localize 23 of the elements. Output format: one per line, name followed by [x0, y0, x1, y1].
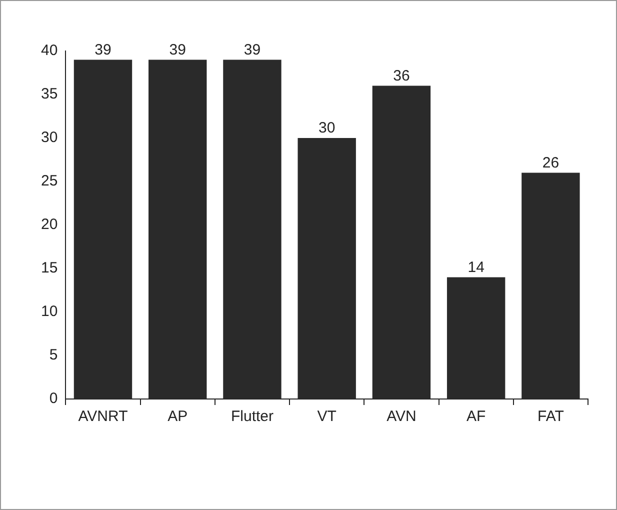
y-tick-label: 0 [49, 390, 58, 408]
y-tick-label: 30 [40, 129, 58, 146]
y-tick-label: 25 [40, 172, 58, 190]
data-label: 14 [468, 258, 484, 276]
x-tick-label: FAT [537, 408, 564, 426]
y-tick-label: 35 [40, 86, 58, 103]
y-tick-label: 40 [40, 42, 58, 60]
y-tick-label: 15 [40, 260, 58, 277]
x-tick-label: AVN [386, 408, 416, 426]
x-tick-label: AVNRT [78, 408, 128, 426]
x-tick-label: VT [317, 408, 336, 426]
y-tick-label: 10 [40, 303, 58, 320]
x-tick-label: AP [168, 408, 188, 426]
data-label: 26 [542, 154, 560, 172]
data-label: 30 [318, 120, 336, 137]
data-label: 36 [393, 67, 410, 84]
x-tick-label: AF [466, 408, 486, 426]
y-tick-label: 20 [40, 216, 58, 234]
y-tick-label: 5 [49, 346, 58, 364]
data-label: 39 [94, 41, 112, 58]
data-label: 39 [244, 41, 261, 58]
data-label: 39 [169, 41, 186, 58]
x-tick-label: Flutter [230, 408, 274, 426]
